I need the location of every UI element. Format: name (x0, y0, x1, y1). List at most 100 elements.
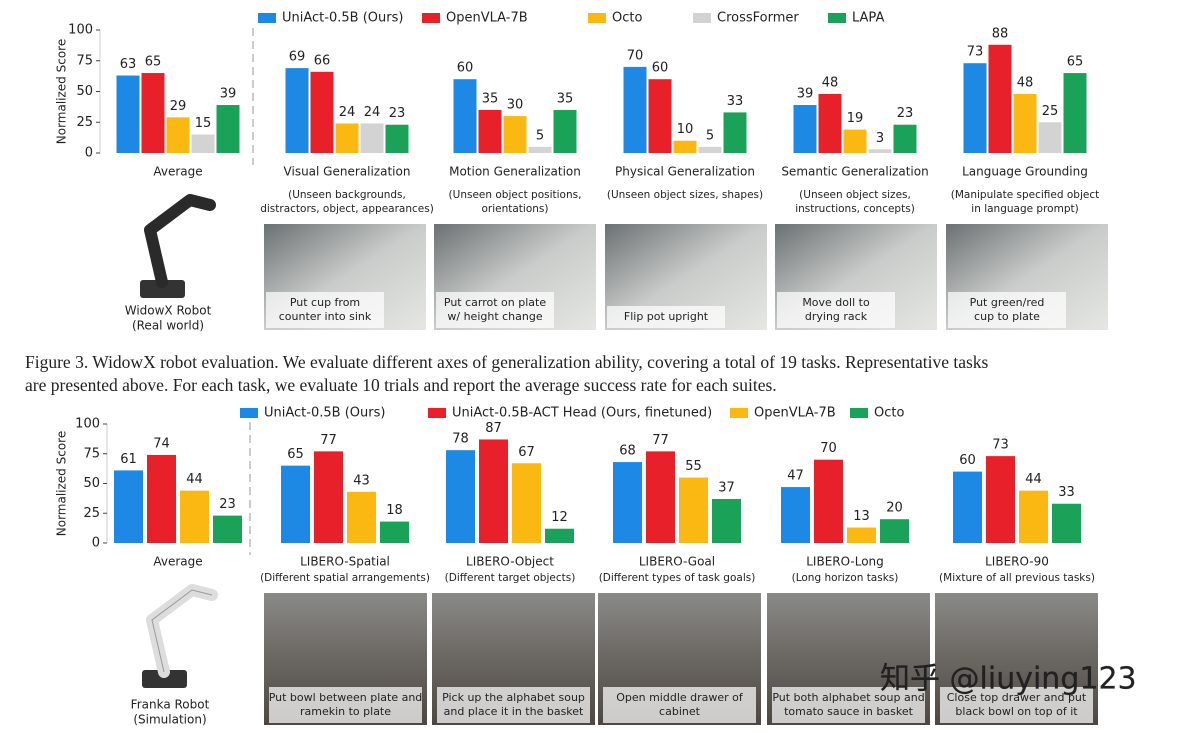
bar (335, 123, 359, 153)
value-label: 60 (457, 61, 474, 76)
x-tick-label: Average (153, 165, 202, 179)
bar (310, 71, 334, 153)
caption-box (940, 687, 1093, 723)
legend-label: UniAct-0.5B (Ours) (264, 406, 385, 421)
y-tick-label: 0 (92, 536, 100, 551)
bar (814, 459, 843, 543)
value-label: 70 (627, 48, 644, 63)
caption-box (603, 687, 756, 723)
legend-swatch (428, 408, 446, 418)
value-label: 43 (353, 473, 370, 488)
robot-label: Franka Robot (131, 698, 210, 712)
bar (453, 79, 477, 153)
bar (479, 439, 508, 543)
value-label: 35 (482, 91, 499, 106)
value-label: 19 (847, 111, 864, 126)
value-label: 10 (677, 122, 694, 137)
robot-base (142, 670, 187, 688)
category-note: (Mixture of all previous tasks) (939, 572, 1095, 584)
bar (503, 116, 527, 153)
value-label: 44 (1025, 472, 1042, 487)
caption-box (269, 687, 422, 723)
legend-swatch (730, 408, 748, 418)
bar (723, 112, 747, 153)
caption-box (777, 292, 895, 328)
figure-caption: are presented above. For each task, we e… (25, 375, 777, 395)
bar (114, 470, 143, 543)
bar (847, 527, 876, 543)
legend-label: OpenVLA-7B (754, 406, 836, 421)
y-tick-label: 100 (75, 417, 100, 432)
value-label: 33 (1058, 485, 1075, 500)
bar (553, 109, 577, 153)
legend-label: UniAct-0.5B (Ours) (282, 11, 403, 26)
y-tick-label: 25 (83, 506, 100, 521)
legend-label: OpenVLA-7B (446, 11, 528, 26)
value-label: 39 (220, 87, 237, 102)
value-label: 23 (897, 106, 914, 121)
task-caption: Open middle drawer of (616, 691, 744, 704)
bar (986, 456, 1015, 543)
y-tick-label: 75 (76, 53, 93, 68)
legend-swatch (422, 13, 440, 23)
category-note: (Long horizon tasks) (792, 572, 899, 584)
caption-box (948, 292, 1066, 328)
value-label: 37 (718, 480, 735, 495)
legend-swatch (828, 13, 846, 23)
x-tick-label: Visual Generalization (284, 165, 411, 179)
bar (963, 63, 987, 153)
bar (147, 454, 176, 543)
robot-base (140, 280, 185, 298)
bar (446, 450, 475, 543)
bar (1063, 73, 1087, 153)
x-tick-label: Semantic Generalization (781, 165, 928, 179)
robot-arm-outline (151, 589, 213, 673)
bar (281, 465, 310, 543)
task-caption: black bowl on top of it (955, 705, 1078, 718)
category-note: (Unseen object sizes, (799, 189, 911, 201)
bar (843, 129, 867, 153)
robot-label: WidowX Robot (125, 304, 212, 318)
x-tick-label: LIBERO-Spatial (300, 555, 390, 569)
category-note: (Manipulate specified object (951, 189, 1099, 201)
value-label: 15 (195, 116, 212, 131)
y-tick-label: 0 (85, 146, 93, 161)
value-label: 66 (314, 53, 331, 68)
y-tick-label: 75 (83, 446, 100, 461)
y-tick-label: 25 (76, 115, 93, 130)
bar (648, 79, 672, 153)
bar (953, 471, 982, 543)
legend-swatch (588, 13, 606, 23)
x-tick-label: Language Grounding (962, 165, 1088, 179)
value-label: 61 (120, 452, 137, 467)
caption-box (266, 292, 384, 328)
category-note: (Different types of task goals) (599, 572, 756, 584)
value-label: 77 (652, 433, 669, 448)
task-caption: ramekin to plate (300, 705, 391, 718)
y-tick-label: 50 (83, 476, 100, 491)
bar (1052, 503, 1081, 543)
legend-swatch (850, 408, 868, 418)
bar (478, 109, 502, 153)
bar (712, 498, 741, 543)
value-label: 87 (485, 421, 502, 436)
value-label: 65 (287, 447, 304, 462)
bar (380, 521, 409, 543)
value-label: 25 (1042, 104, 1059, 119)
bar (646, 451, 675, 543)
robot-illustration (140, 194, 216, 298)
value-label: 68 (619, 444, 636, 459)
bar (191, 134, 215, 153)
x-tick-label: Physical Generalization (615, 165, 755, 179)
y-tick-label: 50 (76, 84, 93, 99)
value-label: 88 (992, 26, 1009, 41)
category-note: (Unseen backgrounds, (288, 189, 406, 201)
bar (347, 491, 376, 543)
robot-illustration (142, 584, 218, 688)
bar (360, 123, 384, 153)
value-label: 23 (219, 497, 236, 512)
value-label: 60 (959, 453, 976, 468)
task-caption: and place it in the basket (444, 705, 584, 718)
bar (528, 146, 552, 153)
